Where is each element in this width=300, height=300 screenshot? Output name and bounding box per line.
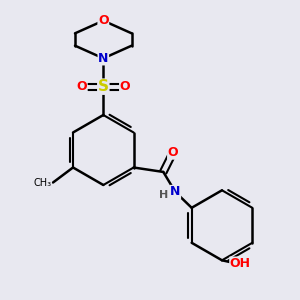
Text: CH₃: CH₃ bbox=[33, 178, 51, 188]
Text: S: S bbox=[98, 79, 109, 94]
Text: O: O bbox=[98, 14, 109, 27]
Text: O: O bbox=[76, 80, 87, 93]
Text: N: N bbox=[98, 52, 109, 65]
Text: O: O bbox=[120, 80, 130, 93]
Text: O: O bbox=[168, 146, 178, 159]
Text: N: N bbox=[170, 185, 181, 199]
Text: OH: OH bbox=[230, 257, 251, 270]
Text: H: H bbox=[159, 190, 168, 200]
